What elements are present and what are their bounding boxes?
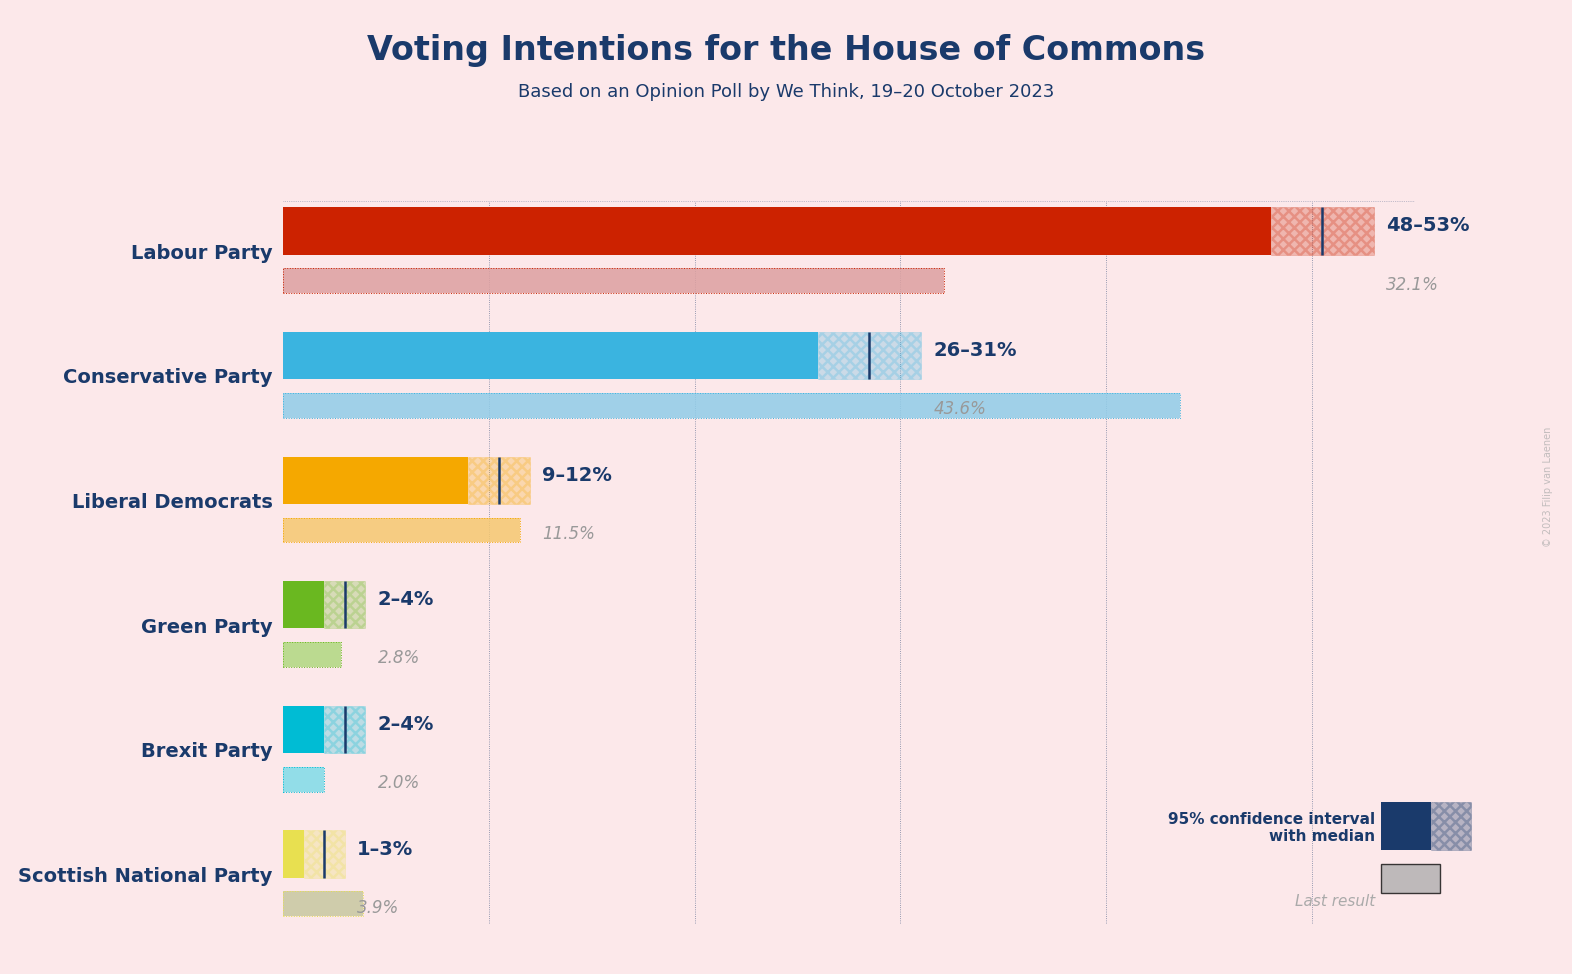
Text: 9–12%: 9–12%: [542, 466, 612, 485]
FancyBboxPatch shape: [1431, 802, 1471, 850]
Bar: [283, 517, 520, 543]
Bar: [283, 393, 1181, 418]
Text: Labour Party: Labour Party: [130, 244, 272, 263]
Text: 2–4%: 2–4%: [377, 715, 434, 734]
Bar: [283, 581, 324, 628]
Bar: [283, 268, 943, 293]
Text: 2.8%: 2.8%: [377, 650, 420, 667]
Text: Based on an Opinion Poll by We Think, 19–20 October 2023: Based on an Opinion Poll by We Think, 19…: [517, 83, 1055, 100]
Bar: [468, 457, 530, 504]
Bar: [283, 642, 341, 667]
Bar: [283, 393, 1181, 418]
Text: 2–4%: 2–4%: [377, 590, 434, 610]
Text: 26–31%: 26–31%: [934, 341, 1017, 360]
Bar: [817, 332, 921, 379]
Text: Liberal Democrats: Liberal Democrats: [72, 493, 272, 512]
Text: 3.9%: 3.9%: [357, 899, 399, 917]
Text: Brexit Party: Brexit Party: [141, 742, 272, 762]
Text: Voting Intentions for the House of Commons: Voting Intentions for the House of Commo…: [366, 34, 1206, 67]
Bar: [283, 767, 324, 792]
Text: 43.6%: 43.6%: [934, 400, 986, 418]
Text: Last result: Last result: [1295, 894, 1376, 910]
Text: 32.1%: 32.1%: [1387, 276, 1438, 293]
Bar: [283, 891, 363, 917]
Text: 11.5%: 11.5%: [542, 525, 596, 543]
Bar: [283, 207, 1270, 254]
Bar: [283, 517, 520, 543]
Text: 1–3%: 1–3%: [357, 840, 413, 858]
Text: 2.0%: 2.0%: [377, 774, 420, 792]
Bar: [1270, 207, 1374, 254]
Bar: [283, 767, 324, 792]
Text: © 2023 Filip van Laenen: © 2023 Filip van Laenen: [1544, 427, 1553, 547]
Bar: [283, 831, 303, 878]
Bar: [324, 706, 365, 753]
Text: 95% confidence interval
with median: 95% confidence interval with median: [1168, 811, 1376, 843]
Bar: [283, 642, 341, 667]
Text: 48–53%: 48–53%: [1387, 216, 1470, 236]
Bar: [283, 332, 817, 379]
Bar: [283, 457, 468, 504]
FancyBboxPatch shape: [1380, 802, 1431, 850]
Bar: [283, 706, 324, 753]
Text: Scottish National Party: Scottish National Party: [19, 867, 272, 886]
Bar: [283, 891, 363, 917]
Text: Conservative Party: Conservative Party: [63, 368, 272, 388]
Bar: [283, 268, 943, 293]
Bar: [324, 581, 365, 628]
FancyBboxPatch shape: [1380, 864, 1440, 893]
Bar: [303, 831, 344, 878]
Text: Green Party: Green Party: [141, 618, 272, 637]
